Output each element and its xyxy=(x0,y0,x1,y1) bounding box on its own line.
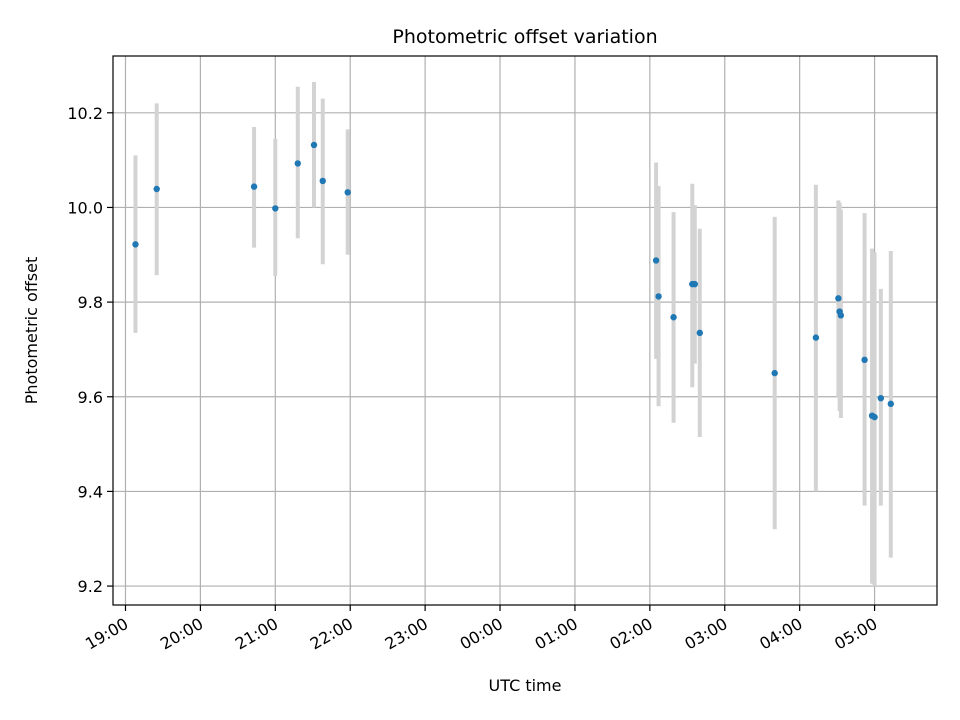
y-tick-label: 9.4 xyxy=(78,482,103,501)
data-point xyxy=(837,312,845,319)
data-point xyxy=(871,413,878,421)
data-point xyxy=(319,177,326,185)
data-point xyxy=(655,293,662,300)
y-tick-label: 10.2 xyxy=(67,104,103,123)
grid xyxy=(113,56,937,605)
data-point xyxy=(861,356,868,364)
y-tick-label: 9.6 xyxy=(78,388,103,407)
data-point xyxy=(887,400,895,408)
x-tick-label: 21:00 xyxy=(232,614,281,654)
x-tick-label: 01:00 xyxy=(532,614,581,654)
data-point xyxy=(310,141,318,149)
data-points xyxy=(132,141,895,421)
x-tick-label: 04:00 xyxy=(756,614,805,654)
data-point xyxy=(272,205,279,212)
data-point xyxy=(652,257,660,264)
x-tick-label: 19:00 xyxy=(82,614,131,654)
axis-ticks: 19:00 20:00 21:00 22:00 23:00 00:00 01:00 02:00… xyxy=(67,104,880,654)
chart-title: Photometric offset variation xyxy=(392,26,657,48)
data-point xyxy=(812,334,820,341)
data-point xyxy=(132,241,139,248)
data-point xyxy=(294,160,301,167)
y-tick-label: 9.8 xyxy=(78,293,103,312)
x-tick-label: 00:00 xyxy=(457,614,506,654)
x-tick-label: 02:00 xyxy=(606,614,655,654)
x-axis-label: UTC time xyxy=(489,676,562,695)
plot-frame xyxy=(112,55,938,606)
y-axis-label: Photometric offset xyxy=(22,257,41,405)
x-tick-label: 23:00 xyxy=(382,614,431,654)
error-bars xyxy=(133,82,893,587)
data-point xyxy=(153,185,160,193)
data-point xyxy=(691,280,698,288)
x-tick-label: 03:00 xyxy=(681,614,730,654)
x-tick-label: 20:00 xyxy=(157,614,206,654)
data-point xyxy=(877,394,885,402)
y-tick-label: 9.2 xyxy=(78,577,103,596)
y-tick-label: 10.0 xyxy=(67,198,103,217)
data-point xyxy=(835,295,842,302)
x-tick-label: 22:00 xyxy=(307,614,356,654)
data-point xyxy=(250,183,258,190)
data-point xyxy=(771,369,778,377)
x-tick-label: 05:00 xyxy=(831,614,880,654)
data-point xyxy=(696,329,703,337)
data-point xyxy=(670,314,677,321)
data-point xyxy=(344,189,351,196)
